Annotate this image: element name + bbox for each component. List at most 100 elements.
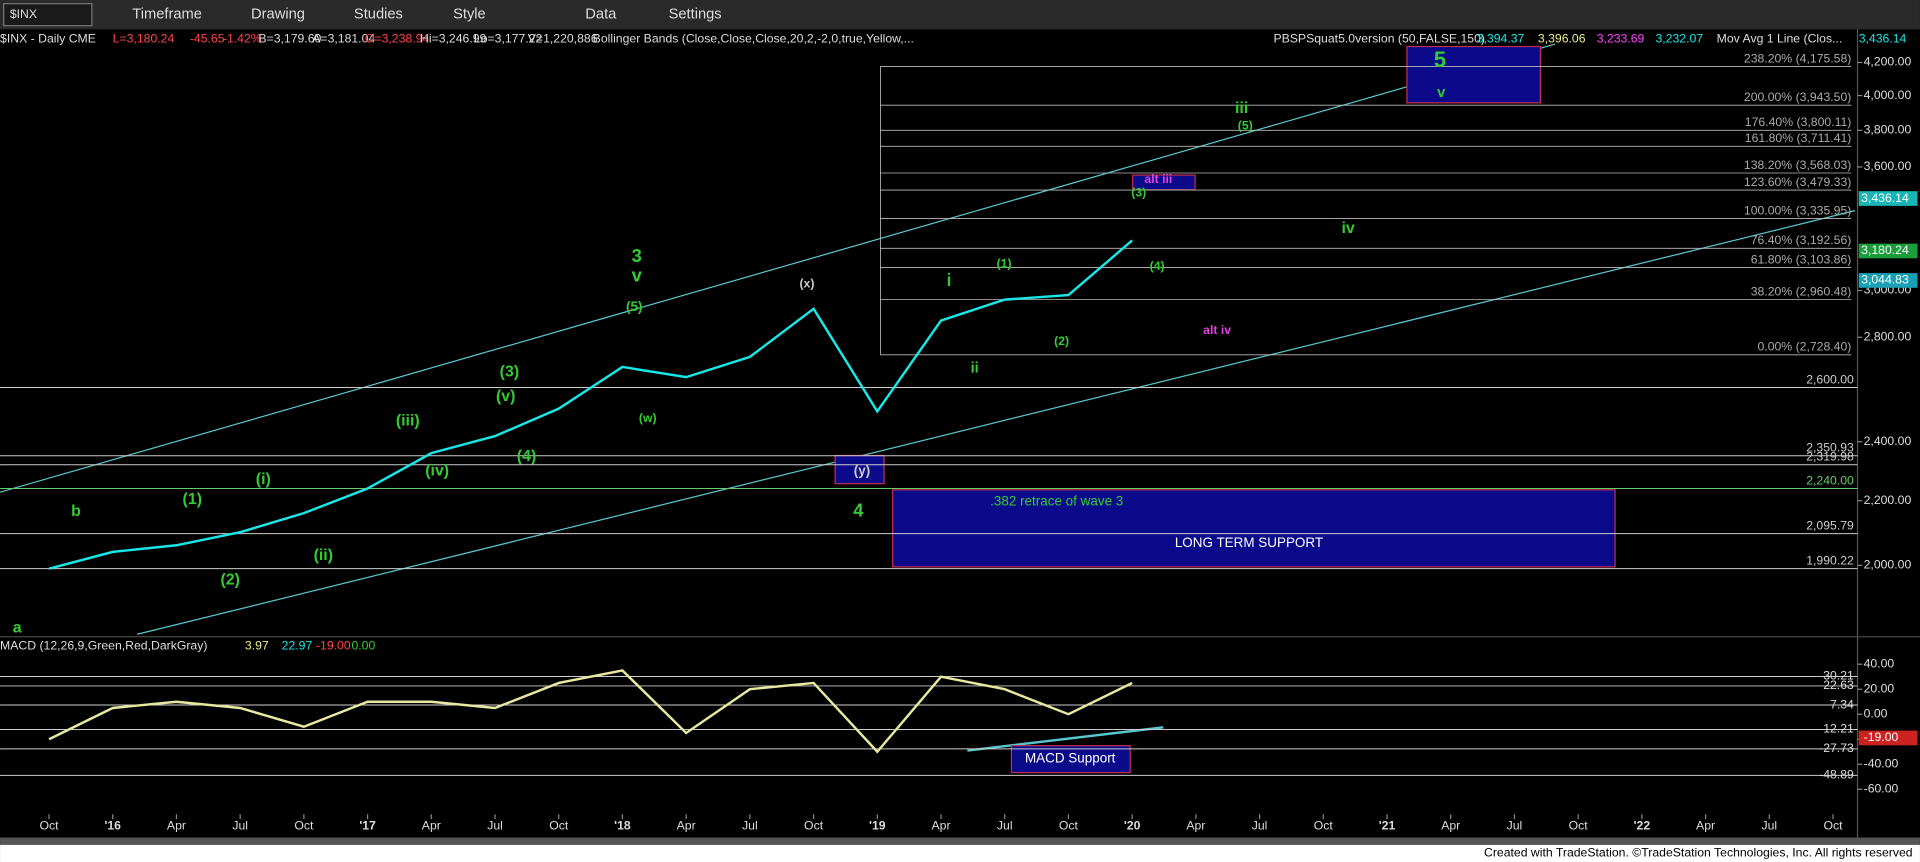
header-item: Mov Avg 1 Line (Clos... bbox=[1717, 31, 1843, 45]
y-tick-label: 0.00 bbox=[1864, 706, 1888, 720]
wave-label: (i) bbox=[256, 471, 271, 488]
x-tick-label: Oct bbox=[39, 819, 59, 833]
wave-label: (2) bbox=[221, 572, 240, 589]
x-tick-label: Oct bbox=[1314, 819, 1334, 833]
y-tick-label: 2,800.00 bbox=[1864, 330, 1912, 344]
wave-label: (x) bbox=[799, 276, 814, 290]
wave-label: 4 bbox=[853, 500, 864, 521]
header-item: Bollinger Bands (Close,Close,Close,20,2,… bbox=[593, 31, 914, 45]
x-tick-label: Apr bbox=[1441, 819, 1460, 833]
header-item: O=3,238.94 bbox=[365, 31, 429, 45]
y-tick-label: 20.00 bbox=[1864, 681, 1895, 695]
y-tick-label: -60.00 bbox=[1864, 781, 1899, 795]
header-item: 3,396.06 bbox=[1538, 31, 1586, 45]
level-label: 2,600.00 bbox=[1806, 372, 1854, 386]
header-item: 3,436.14 bbox=[1859, 31, 1907, 45]
x-tick-label: Oct bbox=[804, 819, 824, 833]
header-item: Hi=3,246.99 bbox=[420, 31, 487, 45]
menu-item[interactable]: Settings bbox=[669, 7, 722, 23]
level-label: 2,319.98 bbox=[1806, 450, 1854, 464]
macd-level-label: -48.89 bbox=[1819, 768, 1854, 782]
fib-label: 238.20% (4,175.58) bbox=[1744, 51, 1851, 65]
header-item: 3,233.69 bbox=[1597, 31, 1645, 45]
wave-label: (1) bbox=[997, 257, 1012, 271]
macd-support-box bbox=[1010, 745, 1131, 774]
fib-label: 100.00% (3,335.95) bbox=[1744, 203, 1851, 217]
y-tick-label: 40.00 bbox=[1864, 656, 1895, 670]
x-tick-label: Apr bbox=[422, 819, 441, 833]
x-tick-label: Apr bbox=[677, 819, 696, 833]
header-item: L=3,180.24 bbox=[113, 31, 175, 45]
wave-label: alt iv bbox=[1203, 323, 1231, 337]
wave-label: (1) bbox=[183, 491, 202, 508]
x-tick-label: Oct bbox=[549, 819, 569, 833]
wave-label: iv bbox=[1342, 220, 1355, 237]
menu-item[interactable]: Style bbox=[453, 7, 486, 23]
wave-label: (w) bbox=[639, 411, 657, 425]
macd-level-label: 7.34 bbox=[1830, 697, 1854, 711]
wave-label: v bbox=[632, 265, 643, 286]
menu-item[interactable]: Data bbox=[585, 7, 617, 23]
footer-bar bbox=[0, 844, 1920, 862]
wave-label: iii bbox=[1235, 100, 1248, 117]
x-tick-label: Oct bbox=[1059, 819, 1079, 833]
macd-support-line bbox=[967, 726, 1164, 752]
fib-label: 76.40% (3,192.56) bbox=[1751, 233, 1852, 247]
symbol-box[interactable] bbox=[3, 3, 93, 27]
symbol[interactable]: $INX bbox=[10, 7, 37, 21]
header-item: Lo=3,177.22 bbox=[474, 31, 543, 45]
last-price-box bbox=[1858, 191, 1918, 206]
last-price-box bbox=[1858, 243, 1918, 259]
wave-label: (2) bbox=[1054, 334, 1069, 348]
y-tick-label: 2,200.00 bbox=[1864, 493, 1912, 507]
macd-reading: 3.97 bbox=[245, 639, 269, 653]
header-item: 3,394.37 bbox=[1477, 31, 1525, 45]
header-item: B=3,179.60 bbox=[258, 31, 321, 45]
y-tick-label: 4,200.00 bbox=[1864, 55, 1912, 69]
y-box bbox=[834, 454, 885, 485]
x-tick-label: Jul bbox=[1252, 819, 1268, 833]
wave-label: v bbox=[1437, 85, 1446, 101]
macd-reading: -19.00 bbox=[316, 639, 351, 653]
wave-label: (4) bbox=[1150, 259, 1165, 273]
y-tick-label: 3,600.00 bbox=[1864, 159, 1912, 173]
x-tick-label: Jul bbox=[742, 819, 758, 833]
wave-label: i bbox=[947, 270, 952, 290]
x-tick-label: '22 bbox=[1634, 819, 1651, 833]
macd-last-label: -19.00 bbox=[1864, 730, 1899, 744]
macd-level-label: -12.21 bbox=[1819, 722, 1854, 736]
macd-level-label: 22.63 bbox=[1823, 678, 1854, 692]
wave-label: (iv) bbox=[425, 463, 449, 480]
level-label: 2,240.00 bbox=[1806, 473, 1854, 487]
fib-label: 61.80% (3,103.86) bbox=[1751, 252, 1852, 266]
wave-label: (3) bbox=[500, 363, 519, 380]
macd-line bbox=[48, 669, 1133, 754]
wave-label: 5 bbox=[1434, 47, 1446, 72]
channel-upper bbox=[0, 43, 1556, 493]
macd-reading: 22.97 bbox=[282, 639, 313, 653]
y-tick-label: -40.00 bbox=[1864, 756, 1899, 770]
fib-label: 123.60% (3,479.33) bbox=[1744, 175, 1851, 189]
macd-level-label: 30.21 bbox=[1823, 669, 1854, 683]
wave-label: (y) bbox=[854, 463, 870, 478]
wave-label: (ii) bbox=[314, 547, 333, 564]
menu-item[interactable]: Studies bbox=[354, 7, 403, 23]
menu-item[interactable]: Timeframe bbox=[132, 7, 202, 23]
wave-label: (v) bbox=[496, 388, 515, 405]
header-item: 3,232.07 bbox=[1655, 31, 1703, 45]
header-item: V=1,220,886 bbox=[528, 31, 598, 45]
support-box bbox=[892, 489, 1616, 568]
last-price-label: 3,044.83 bbox=[1861, 273, 1909, 287]
x-tick-label: Oct bbox=[1569, 819, 1589, 833]
x-tick-label: Jul bbox=[232, 819, 248, 833]
wave-label: 3 bbox=[632, 245, 642, 266]
x-tick-label: '20 bbox=[1124, 819, 1141, 833]
price-line bbox=[48, 239, 1133, 570]
macd-annotation: MACD Support bbox=[1025, 751, 1116, 766]
toolbar bbox=[0, 0, 1920, 30]
level-label: 2,350.93 bbox=[1806, 441, 1854, 455]
x-tick-label: Jul bbox=[487, 819, 503, 833]
menu-item[interactable]: Drawing bbox=[251, 7, 305, 23]
x-tick-label: Jul bbox=[997, 819, 1013, 833]
